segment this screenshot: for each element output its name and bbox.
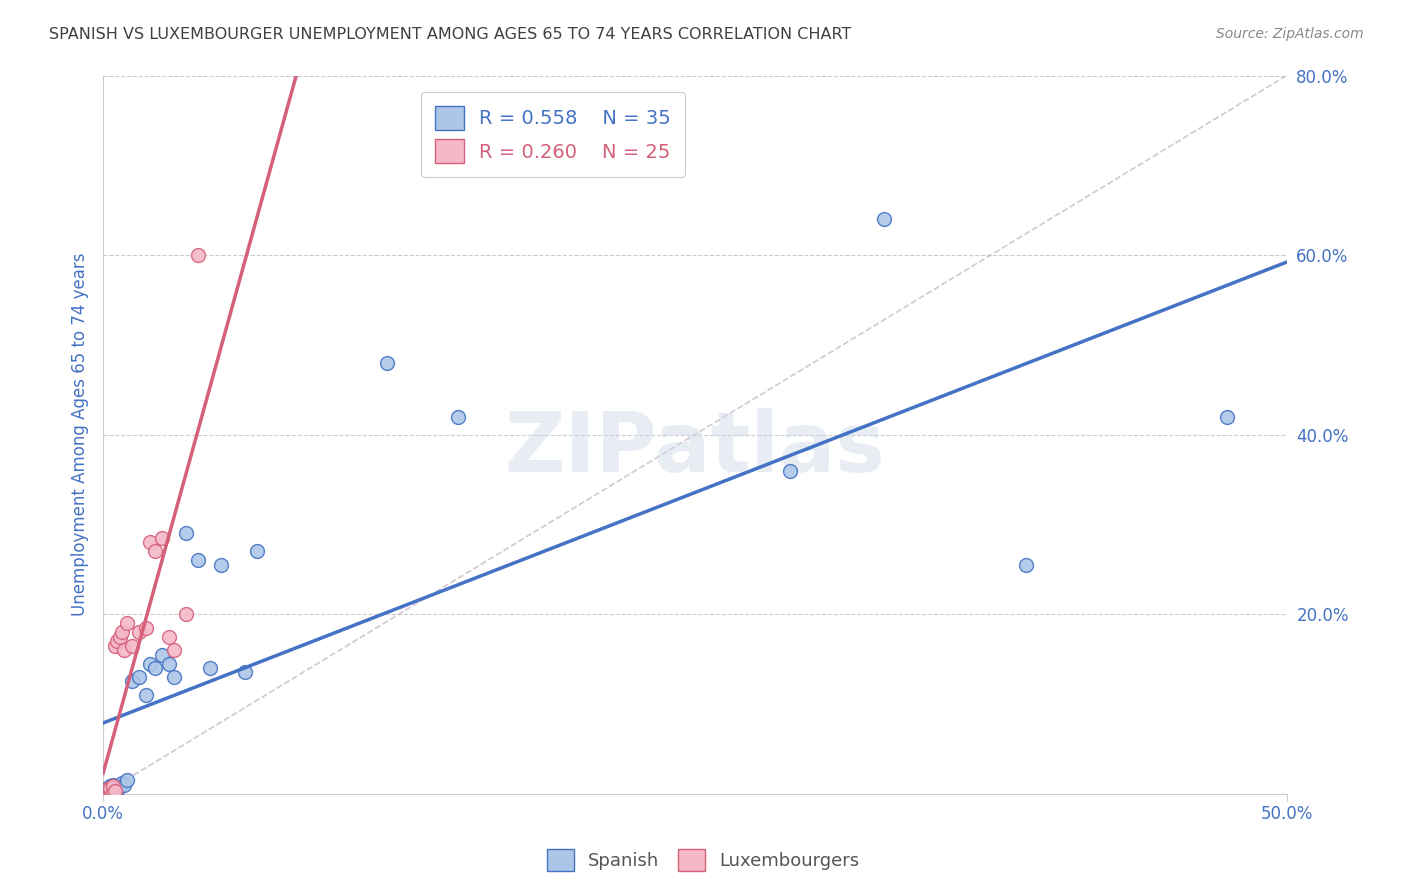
- Point: [233, 665, 256, 680]
- Point: [98, 781, 121, 796]
- Point: [114, 643, 136, 657]
- Point: [211, 558, 233, 572]
- Y-axis label: Unemployment Among Ages 65 to 74 years: Unemployment Among Ages 65 to 74 years: [72, 252, 89, 616]
- Point: [779, 463, 801, 477]
- Point: [135, 621, 157, 635]
- Point: [97, 781, 120, 796]
- Point: [143, 544, 166, 558]
- Point: [94, 782, 117, 797]
- Point: [94, 785, 117, 799]
- Point: [150, 531, 173, 545]
- Point: [98, 780, 121, 794]
- Point: [94, 783, 117, 797]
- Point: [135, 688, 157, 702]
- Point: [143, 661, 166, 675]
- Point: [128, 670, 150, 684]
- Point: [101, 785, 124, 799]
- Point: [115, 773, 138, 788]
- Legend: R = 0.558    N = 35, R = 0.260    N = 25: R = 0.558 N = 35, R = 0.260 N = 25: [420, 93, 685, 177]
- Point: [101, 780, 124, 794]
- Point: [128, 625, 150, 640]
- Point: [139, 657, 162, 671]
- Text: Source: ZipAtlas.com: Source: ZipAtlas.com: [1216, 27, 1364, 41]
- Point: [163, 643, 186, 657]
- Point: [1015, 558, 1038, 572]
- Point: [198, 661, 221, 675]
- Point: [101, 784, 124, 798]
- Point: [163, 670, 186, 684]
- Legend: Spanish, Luxembourgers: Spanish, Luxembourgers: [540, 842, 866, 879]
- Point: [174, 526, 197, 541]
- Point: [108, 630, 131, 644]
- Point: [98, 783, 121, 797]
- Point: [111, 776, 134, 790]
- Point: [114, 778, 136, 792]
- Point: [98, 784, 121, 798]
- Point: [246, 544, 269, 558]
- Text: ZIPatlas: ZIPatlas: [505, 409, 886, 490]
- Point: [174, 607, 197, 621]
- Point: [121, 639, 143, 653]
- Point: [187, 248, 209, 262]
- Point: [101, 778, 124, 792]
- Point: [104, 782, 127, 797]
- Point: [150, 648, 173, 662]
- Point: [104, 780, 127, 795]
- Point: [139, 535, 162, 549]
- Point: [157, 630, 180, 644]
- Point: [104, 784, 127, 798]
- Point: [94, 784, 117, 798]
- Point: [187, 553, 209, 567]
- Point: [111, 625, 134, 640]
- Point: [121, 674, 143, 689]
- Point: [115, 616, 138, 631]
- Point: [108, 780, 131, 794]
- Point: [105, 634, 128, 648]
- Point: [97, 786, 120, 800]
- Point: [157, 657, 180, 671]
- Point: [97, 784, 120, 798]
- Point: [104, 639, 127, 653]
- Point: [105, 783, 128, 797]
- Point: [873, 212, 896, 227]
- Text: SPANISH VS LUXEMBOURGER UNEMPLOYMENT AMONG AGES 65 TO 74 YEARS CORRELATION CHART: SPANISH VS LUXEMBOURGER UNEMPLOYMENT AMO…: [49, 27, 852, 42]
- Point: [97, 785, 120, 799]
- Point: [1216, 409, 1239, 424]
- Point: [375, 356, 398, 370]
- Point: [447, 409, 470, 424]
